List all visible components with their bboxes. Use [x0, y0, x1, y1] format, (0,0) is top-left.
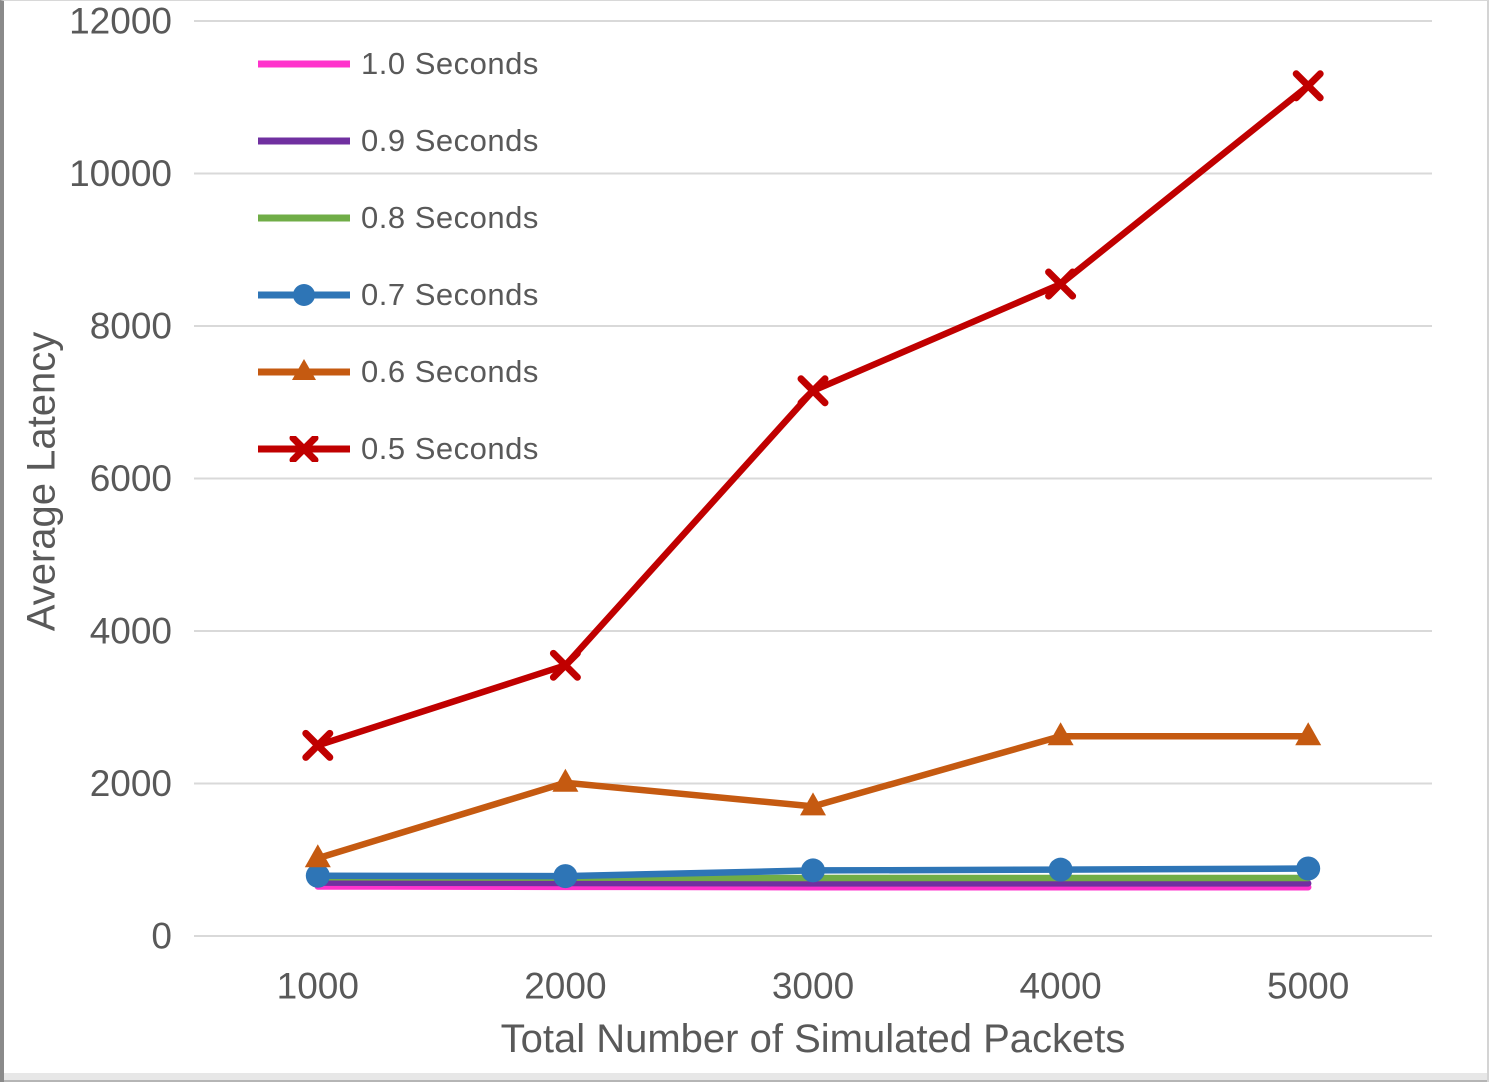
circle-marker-icon — [305, 863, 330, 888]
triangle-marker-icon — [1295, 722, 1322, 746]
legend-item-0-5-seconds: 0.5 Seconds — [256, 410, 539, 487]
y-axis-title: Average Latency — [19, 331, 64, 632]
triangle-marker-icon — [552, 768, 579, 792]
legend-item-1-0-seconds: 1.0 Seconds — [256, 25, 539, 102]
y-tick-label: 10000 — [69, 153, 172, 194]
legend-label: 0.9 Seconds — [361, 122, 539, 158]
legend-swatch-triangle-marker-icon — [258, 358, 350, 380]
x-marker-icon — [289, 435, 319, 462]
legend-swatch-circle-marker-icon — [258, 283, 350, 306]
legend-item-0-9-seconds: 0.9 Seconds — [256, 102, 539, 179]
line-chart-plot: 0 2000 4000 6000 8000 10000 12000 1000 2000 3000 4… — [69, 1, 1432, 1007]
legend-label: 0.6 Seconds — [361, 353, 539, 389]
x-tick-label: 4000 — [1019, 966, 1101, 1007]
circle-marker-icon — [293, 283, 315, 306]
y-tick-label: 0 — [151, 916, 172, 957]
circle-marker-icon — [801, 858, 825, 883]
circle-marker-icon — [1296, 856, 1321, 881]
series-line-0-9-seconds — [314, 879, 1312, 887]
legend-label: 0.8 Seconds — [361, 199, 539, 235]
triangle-marker-icon — [304, 844, 331, 868]
x-marker-icon — [1292, 70, 1324, 102]
y-tick-label: 6000 — [90, 458, 172, 499]
circle-marker-icon — [1048, 857, 1073, 882]
x-tick-label: 2000 — [524, 966, 606, 1007]
y-tick-label: 12000 — [69, 1, 172, 42]
legend-label: 0.7 Seconds — [361, 276, 539, 312]
x-tick-label: 1000 — [277, 966, 359, 1007]
x-tick-label: 5000 — [1267, 966, 1349, 1007]
triangle-marker-icon — [800, 792, 826, 816]
legend-swatch-x-marker-icon — [258, 435, 350, 462]
chart-legend: 1.0 Seconds 0.9 Seconds 0.8 Seconds 0.7 … — [256, 25, 539, 487]
x-axis-title: Total Number of Simulated Packets — [500, 1017, 1126, 1061]
triangle-marker-icon — [1047, 722, 1074, 746]
y-tick-label: 8000 — [90, 306, 172, 347]
bottom-border-strip — [4, 1073, 1487, 1082]
y-tick-label: 2000 — [90, 763, 172, 804]
x-marker-icon — [549, 649, 581, 681]
legend-item-0-6-seconds: 0.6 Seconds — [256, 333, 539, 410]
y-tick-label: 4000 — [90, 611, 172, 652]
legend-label: 1.0 Seconds — [361, 45, 539, 81]
x-marker-icon — [1045, 268, 1077, 300]
legend-swatch-line-icon — [258, 214, 350, 221]
legend-swatch-line-icon — [258, 60, 350, 67]
circle-marker-icon — [553, 864, 578, 889]
legend-swatch-line-icon — [258, 137, 350, 144]
series-line-1-0-seconds — [314, 883, 1312, 891]
x-marker-icon — [797, 375, 829, 407]
x-marker-icon — [302, 729, 334, 761]
x-tick-label: 3000 — [772, 966, 854, 1007]
legend-item-0-7-seconds: 0.7 Seconds — [256, 256, 539, 333]
legend-label: 0.5 Seconds — [361, 430, 539, 466]
triangle-marker-icon — [292, 358, 316, 380]
legend-item-0-8-seconds: 0.8 Seconds — [256, 179, 539, 256]
